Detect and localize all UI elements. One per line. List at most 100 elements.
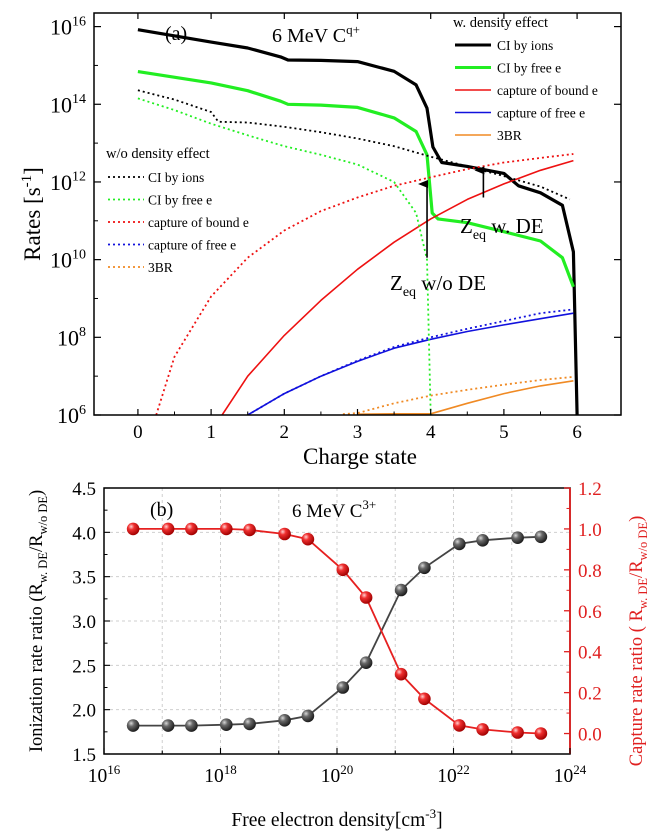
panel-label-b: (b) xyxy=(150,499,173,521)
series-line-with-ci-by-ions xyxy=(137,28,579,415)
data-point-right xyxy=(359,591,373,604)
legend-label: CI by ions xyxy=(497,38,553,53)
legend-label: CI by free e xyxy=(497,61,561,76)
legend-with-density: w. density effect CI by ions CI by free e… xyxy=(453,15,598,143)
data-point-left xyxy=(359,656,373,669)
data-point-left xyxy=(278,714,291,727)
data-point-left xyxy=(336,681,350,694)
annotation-label: Zeq w/o DE xyxy=(390,271,486,300)
legend-label: capture of bound e xyxy=(497,83,598,98)
y-tick-label-left-b: 4.0 xyxy=(72,523,96,544)
data-point-right xyxy=(243,523,256,537)
legend-label: 3BR xyxy=(148,260,173,275)
x-tick-label-b: 1022 xyxy=(437,762,470,787)
left-axis-label-b: Ionization rate ratio (Rw. DE/Rw/o DE) xyxy=(27,490,50,752)
legend-label: capture of free e xyxy=(497,106,585,121)
annotation-label: Zeq w. DE xyxy=(460,214,544,243)
series-line-without-3br xyxy=(342,376,574,415)
y-tick-label-right-b: 0.6 xyxy=(578,602,602,623)
series-line-without-capture-of-bound-e xyxy=(155,153,574,415)
y-tick-label-right-b: 0.2 xyxy=(578,684,602,705)
legend-title-with: w. density effect xyxy=(453,15,548,31)
data-point-right xyxy=(185,522,198,536)
y-tick-label-left-b: 3.5 xyxy=(72,568,96,589)
legend-label: capture of free e xyxy=(148,238,236,253)
y-tick-label-left-b: 3.0 xyxy=(72,612,96,633)
series-line-with-capture-of-bound-e xyxy=(221,159,574,415)
data-point-left xyxy=(511,531,524,544)
legend-label: CI by ions xyxy=(148,170,204,185)
x-tick-label-b: 1024 xyxy=(554,762,587,787)
series-line-right xyxy=(133,528,541,735)
right-axis-label-b: Capture rate ratio ( Rw. DE/Rw/o DE) xyxy=(627,516,650,767)
y-tick-label-right-b: 0.4 xyxy=(578,643,602,664)
series-line-with-ci-by-free-e xyxy=(137,70,575,288)
x-tick-label-a: 2 xyxy=(280,422,290,443)
y-tick-label-a: 1012 xyxy=(50,170,86,195)
data-point-right xyxy=(511,726,524,739)
y-tick-label-a: 108 xyxy=(57,325,86,350)
y-tick-label-right-b: 0.0 xyxy=(578,725,602,746)
data-point-right xyxy=(534,727,548,740)
data-point-right xyxy=(278,527,291,541)
x-axis-label-b: Free electron density[cm-3] xyxy=(231,806,442,831)
panel-b: 1016 1018 1020 1022 1024 1.5 2.0 2.5 3.0 3.5 4.0 4.… xyxy=(27,479,650,831)
y-tick-label-a: 1010 xyxy=(50,247,86,272)
series-line-without-ci-by-free-e xyxy=(137,97,432,415)
legend-label: capture of bound e xyxy=(148,215,249,230)
data-point-right xyxy=(220,522,233,536)
data-point-right xyxy=(394,667,408,681)
x-tick-label-b: 1018 xyxy=(204,762,237,787)
x-tick-label-a: 4 xyxy=(426,422,436,443)
legend-without-density: w/o density effect CI by ions CI by free … xyxy=(106,146,249,275)
x-tick-label-b: 1020 xyxy=(321,762,354,787)
data-point-left xyxy=(301,709,315,723)
data-point-left xyxy=(453,537,466,551)
data-point-left xyxy=(185,719,198,732)
data-point-right xyxy=(453,719,466,732)
y-tick-label-left-b: 2.0 xyxy=(72,701,96,722)
series-line-with-capture-of-free-e xyxy=(247,312,574,415)
x-tick-label-b: 1016 xyxy=(88,762,121,787)
chart-title-a: 6 MeV Cq+ xyxy=(272,22,360,47)
data-point-left xyxy=(418,561,431,575)
chart-title-b: 6 MeV C3+ xyxy=(292,497,376,522)
panel-label-a: (a) xyxy=(165,23,187,45)
data-point-left xyxy=(220,718,233,731)
data-point-left xyxy=(243,717,256,731)
x-tick-label-a: 5 xyxy=(499,422,509,443)
data-point-left xyxy=(161,719,175,732)
data-point-left xyxy=(126,719,140,732)
x-tick-label-a: 6 xyxy=(572,422,582,443)
y-tick-label-right-b: 1.2 xyxy=(578,479,602,500)
data-point-right xyxy=(161,522,175,536)
series-line-with-3br xyxy=(357,380,574,415)
y-tick-label-left-b: 4.5 xyxy=(72,479,96,500)
y-tick-label-right-b: 0.8 xyxy=(578,561,602,582)
y-tick-label-left-b: 1.5 xyxy=(72,745,96,766)
data-point-right xyxy=(301,532,315,546)
x-tick-label-a: 0 xyxy=(133,422,143,443)
x-axis-label-a: Charge state xyxy=(303,444,417,469)
data-point-right xyxy=(476,723,489,736)
y-tick-label-a: 1016 xyxy=(50,14,86,39)
y-axis-label-a: Rates [s-1] xyxy=(19,167,45,261)
legend-label: 3BR xyxy=(497,128,522,143)
panel-a: 0 1 2 3 4 5 6 106 108 1010 1012 1014 1016 (a) 6 MeV … xyxy=(19,12,622,469)
y-tick-label-left-b: 2.5 xyxy=(72,656,96,677)
legend-title-without: w/o density effect xyxy=(106,146,210,162)
data-point-left xyxy=(476,534,489,547)
data-point-left xyxy=(394,583,408,597)
legend-label: CI by free e xyxy=(148,193,212,208)
y-tick-label-a: 106 xyxy=(57,403,86,428)
data-point-right xyxy=(126,522,140,536)
x-tick-label-a: 1 xyxy=(206,422,216,443)
x-tick-label-a: 3 xyxy=(353,422,363,443)
series-line-without-ci-by-ions xyxy=(137,89,571,201)
data-point-left xyxy=(534,530,548,544)
series-line-without-capture-of-free-e xyxy=(247,308,574,415)
data-point-right xyxy=(336,563,350,577)
data-point-right xyxy=(418,692,431,706)
y-tick-label-right-b: 1.0 xyxy=(578,520,602,541)
